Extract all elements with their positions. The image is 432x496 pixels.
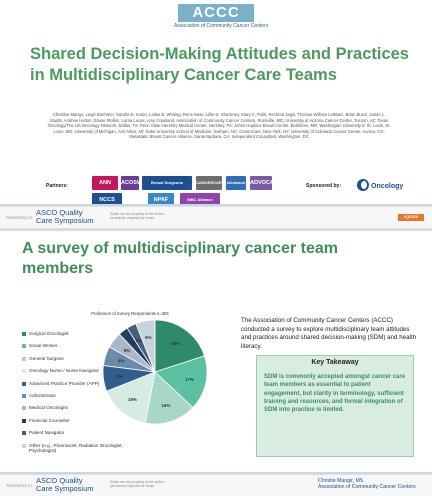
presented-at-label: PRESENTED AT:	[6, 216, 33, 220]
sponsor-logo: Oncology	[356, 178, 406, 192]
legend-swatch	[22, 344, 26, 349]
proprietary-notice: Slides are the property of the author, p…	[110, 480, 165, 489]
proprietary-notice: Slides are the property of the author, p…	[110, 212, 165, 221]
pie-label-4: 16%	[128, 397, 137, 402]
asco-line-1: ASCO Quality	[36, 208, 83, 217]
pie-slice-4	[106, 371, 156, 424]
key-takeaway-box: Key Takeaway SDM is commonly accepted am…	[256, 355, 414, 457]
pie-label-3: 16%	[161, 403, 170, 408]
sponsor-name: Oncology	[371, 183, 403, 190]
survey-slide: A survey of multidisciplinary cancer tea…	[0, 231, 432, 496]
slide-footer: PRESENTED AT: ASCO Quality Care Symposiu…	[0, 472, 432, 496]
pie-slice-3	[144, 371, 194, 425]
partner-logo-9: MBC Alliance	[180, 193, 220, 207]
legend-swatch	[22, 369, 26, 374]
pie-slice-2	[154, 355, 208, 409]
asco-line-2: Care Symposium	[36, 216, 94, 225]
asco-qcs-logo: ASCO Quality Care Symposium	[36, 209, 94, 225]
pie-label-1: 20%	[171, 341, 180, 346]
title-slide: ACCC Association of Community Cancer Cen…	[0, 0, 432, 228]
partner-logo-4: CANCERCARE	[196, 176, 224, 190]
accc-logo: ACCC Association of Community Cancer Cen…	[174, 4, 268, 30]
hashtag-badge: #QCS19	[398, 214, 424, 221]
partner-logo-1: ANN	[92, 176, 118, 190]
legend-label: Financial Counselor	[29, 417, 70, 423]
slide-title: A survey of multidisciplinary cancer tea…	[22, 240, 338, 277]
legend-label: Social Worker	[29, 343, 58, 349]
legend-label: Other (e.g., Pharmacist, Radiation Oncol…	[29, 442, 123, 453]
pie-label-7: 5%	[124, 348, 131, 353]
key-takeaway-text: SDM is commonly accepted amongst cancer …	[264, 374, 406, 414]
legend-swatch	[22, 381, 26, 386]
legend-label: Oncology Nurse / Nurse Navigator	[29, 368, 99, 374]
presentation-title: Shared Decision-Making Attitudes and Pra…	[30, 45, 409, 84]
pie-label-6: 6%	[118, 359, 125, 364]
legend-swatch	[22, 443, 26, 448]
partner-logo-8: NPAF	[148, 193, 174, 207]
legend-label: Surgical Oncologist	[29, 331, 69, 336]
survey-description: The Association of Community Cancer Cent…	[241, 317, 417, 350]
legend-swatch	[22, 332, 26, 336]
accc-logo-letters: ACCC	[178, 4, 254, 22]
partner-logo-7: NCCS	[92, 193, 122, 207]
pie-label-2: 17%	[185, 377, 194, 382]
presenter-info: Christie Mangir, MS Association of Commu…	[318, 478, 416, 491]
author-list: Christine Mango, Leigh Boehmer, Sandra E…	[47, 112, 391, 140]
partner-logo-6: ADVOCACY	[250, 176, 281, 190]
asco-line-2: Care Symposium	[36, 484, 94, 493]
sponsored-by-label: Sponsored by:	[306, 183, 342, 189]
footer-stripe	[0, 472, 432, 474]
legend-label: Advanced Practice Provider (APP)	[29, 380, 100, 386]
legend-label: Medical Oncologist	[29, 405, 68, 411]
legend-label: General Surgeon	[29, 355, 64, 361]
asco-qcs-logo: ASCO Quality Care Symposium	[36, 477, 94, 493]
legend-swatch	[22, 406, 26, 411]
legend-swatch	[22, 356, 26, 361]
legend-swatch	[22, 394, 26, 398]
partner-logo-5: clinicians	[226, 176, 246, 190]
sponsor-swirl-icon: Oncology	[357, 179, 403, 191]
presenter-name: Christie Mangir, MS	[318, 478, 364, 484]
chart-title: Profession of Survey Respondents n=305	[91, 311, 169, 316]
slide-footer: PRESENTED AT: ASCO Quality Care Symposiu…	[0, 204, 432, 228]
profession-pie-chart: 20%17%16%16%8%6%5%3%3%6%	[102, 319, 208, 425]
legend-swatch	[22, 431, 26, 436]
presented-at-label: PRESENTED AT:	[6, 484, 33, 488]
pie-slice-10	[135, 319, 156, 373]
key-takeaway-title: Key Takeaway	[311, 359, 359, 366]
asco-line-1: ASCO Quality	[36, 476, 83, 485]
footer-stripe	[0, 204, 432, 206]
presenter-org: Association of Community Cancer Centers	[318, 484, 416, 491]
pie-label-5: 8%	[117, 374, 124, 379]
legend-label: Patient Navigator	[29, 430, 65, 436]
pie-label-10: 6%	[145, 335, 152, 340]
pie-slice-1	[154, 319, 205, 373]
partner-logo-2: ACOSW	[121, 176, 142, 190]
accc-logo-subtitle: Association of Community Cancer Centers	[174, 23, 269, 29]
partner-logo-3: Breast Surgeons	[142, 176, 192, 190]
legend-label: Administrator	[29, 393, 57, 398]
pie-label-9: 3%	[136, 338, 143, 343]
partners-label: Partners:	[46, 183, 68, 189]
legend-swatch	[22, 418, 26, 423]
pie-label-8: 3%	[130, 342, 137, 347]
